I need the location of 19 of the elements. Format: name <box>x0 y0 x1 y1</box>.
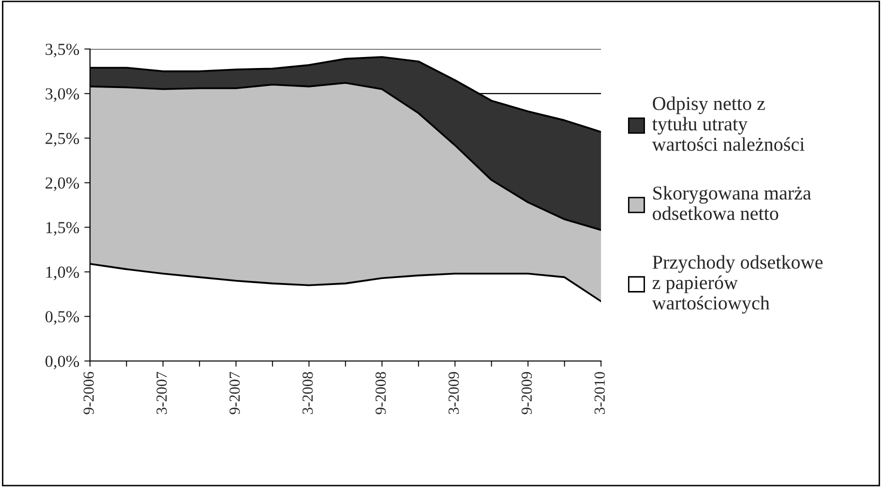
x-tick-label: 9-2008 <box>376 372 386 414</box>
x-tick-label: 9-2009 <box>522 372 532 414</box>
x-tick-label: 9-2007 <box>230 372 240 414</box>
y-tick-label: 3,5% <box>46 44 80 58</box>
x-tick-label: 9-2006 <box>84 372 94 414</box>
y-tick-label: 2,5% <box>46 132 80 146</box>
x-tick-label: 3-2007 <box>156 372 167 414</box>
x-tick-label: 3-2010 <box>594 372 605 414</box>
y-tick-label: 2,0% <box>46 177 80 192</box>
x-tick-label: 3-2008 <box>302 372 313 414</box>
y-tick-label: 3,0% <box>46 88 80 102</box>
y-tick-label: 0,0% <box>46 356 80 370</box>
legend-label: Skorygowana marża odsetkowa netto <box>652 186 812 220</box>
x-tick-label: 3-2009 <box>448 372 459 414</box>
y-tick-label: 0,5% <box>46 311 80 325</box>
y-tick-label: 1,5% <box>46 222 80 236</box>
legend-label: Odpisy netto z tytułu utraty wartości należności <box>652 96 804 151</box>
legend-label: Przychody odsetkowe z papierów wartościowych <box>652 255 823 314</box>
y-tick-label: 1,0% <box>46 266 80 280</box>
